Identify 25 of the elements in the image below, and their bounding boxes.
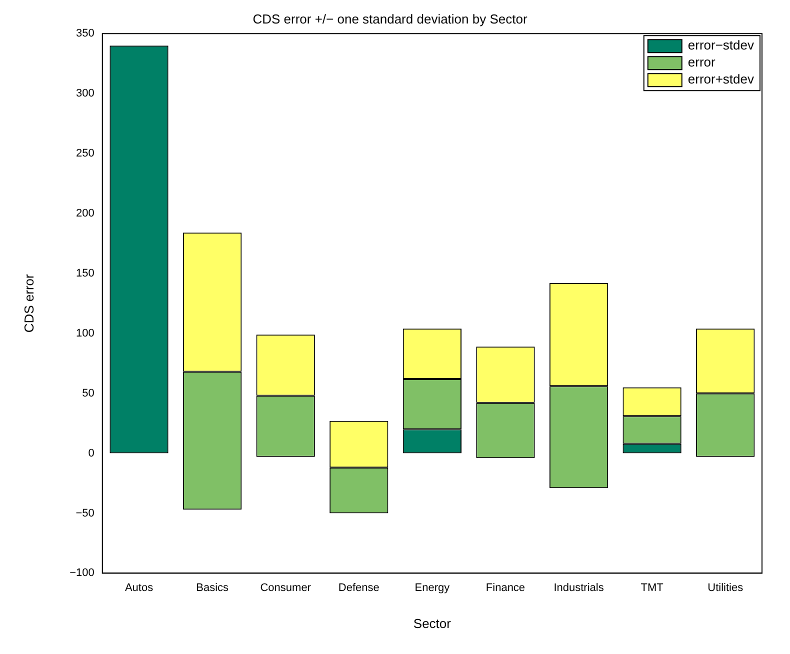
x-tick-label: Finance [486,582,526,594]
y-tick-label: 250 [76,148,94,160]
y-tick-label: 100 [76,327,94,340]
legend-label: error [688,54,716,70]
y-tick-label: 150 [76,267,94,280]
y-tick-label: 200 [76,208,94,220]
x-tick-label: Utilities [708,582,744,594]
y-axis-title: CDS error [21,273,36,333]
x-tick-label: Defense [338,582,380,594]
y-tick-label: 350 [76,28,94,40]
x-tick-label: TMT [640,582,664,594]
y-tick-label: 300 [76,88,94,100]
x-tick-label: Consumer [260,582,312,594]
chart-title: CDS error +/− one standard deviation by Sector [252,11,528,26]
x-tick-label: Autos [124,582,154,594]
y-tick-label: 0 [88,447,94,460]
x-tick-label: Energy [414,582,450,594]
legend-label: error+stdev [688,72,754,87]
legend-label: error−stdev [688,38,754,53]
y-tick-label: 50 [82,387,94,400]
y-tick-label: −50 [76,507,94,520]
x-tick-label: Basics [196,582,230,594]
x-tick-label: Industrials [554,582,604,594]
y-tick-label: −100 [70,567,94,580]
x-axis-title: Sector [413,616,452,631]
